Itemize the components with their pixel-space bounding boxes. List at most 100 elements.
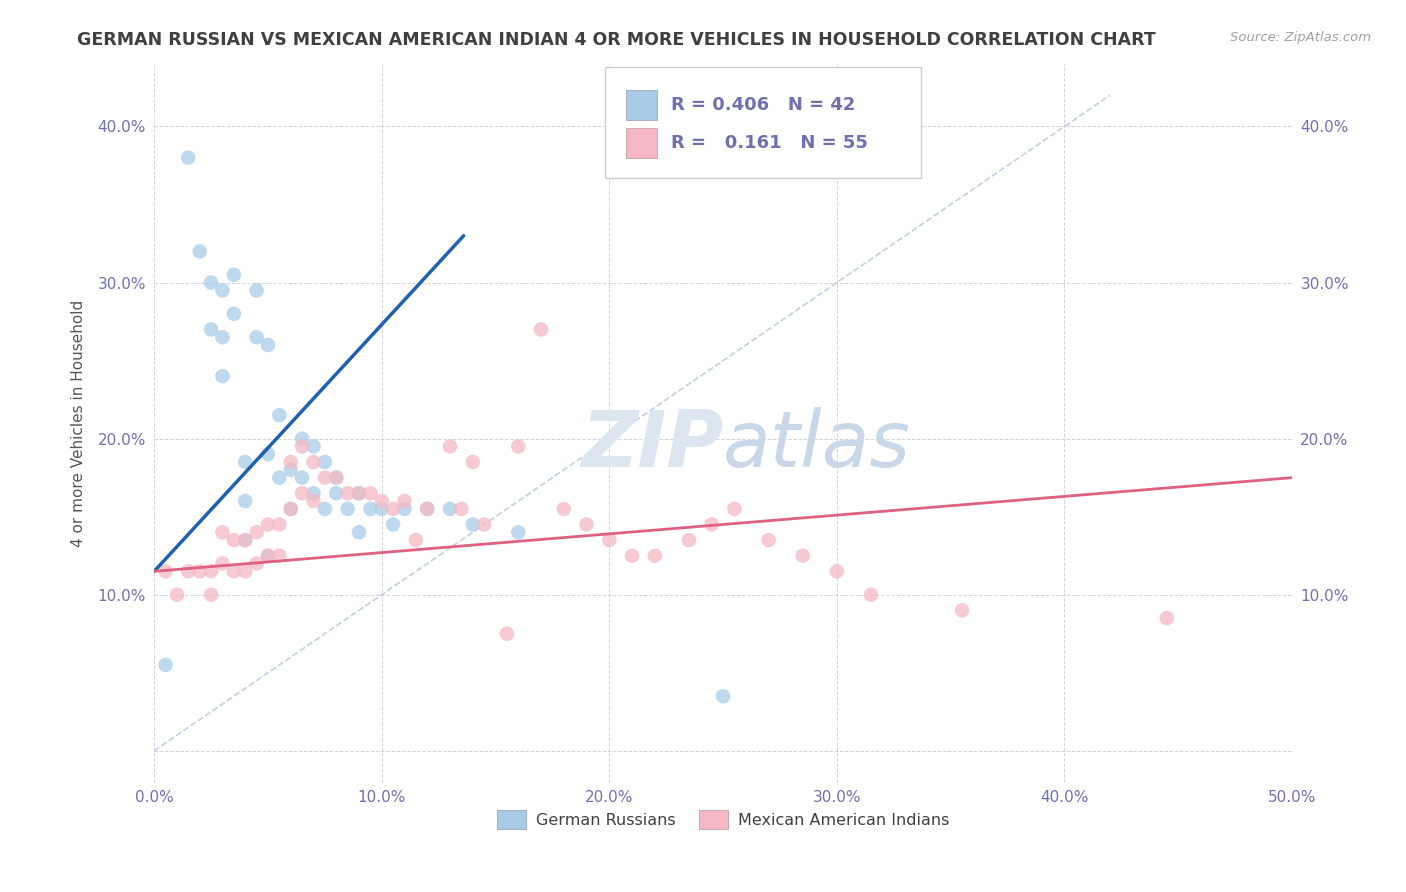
Point (336, 501, 359, 516)
Point (200, 564, 222, 578)
Point (257, 549, 280, 563)
Point (825, 564, 848, 578)
Point (155, 564, 177, 578)
Point (245, 284, 267, 298)
Point (359, 501, 381, 516)
Point (325, 470, 347, 484)
Point (245, 525, 267, 540)
Point (314, 470, 336, 484)
Point (336, 486, 359, 500)
Text: R = 0.406   N = 42: R = 0.406 N = 42 (671, 96, 855, 114)
Point (371, 501, 394, 516)
Point (211, 330, 233, 344)
Text: Source: ZipAtlas.com: Source: ZipAtlas.com (1230, 31, 1371, 45)
Point (302, 455, 325, 469)
Point (439, 439, 461, 453)
Point (575, 517, 598, 532)
Point (302, 439, 325, 453)
Point (394, 501, 416, 516)
Point (792, 549, 814, 563)
Point (291, 470, 314, 484)
Point (291, 486, 314, 500)
Point (211, 369, 233, 384)
Point (222, 268, 245, 282)
Point (859, 588, 882, 602)
Point (472, 517, 495, 532)
Point (222, 533, 245, 547)
Point (678, 533, 700, 547)
Point (347, 525, 370, 540)
Point (530, 322, 553, 336)
Point (280, 501, 302, 516)
Point (291, 432, 314, 446)
Point (222, 307, 245, 321)
Point (450, 501, 472, 516)
Point (155, 657, 177, 672)
Point (758, 533, 780, 547)
Point (314, 501, 336, 516)
Point (291, 439, 314, 453)
Point (188, 244, 211, 259)
Point (280, 501, 302, 516)
Point (245, 557, 267, 571)
Point (302, 486, 325, 500)
Legend: German Russians, Mexican American Indians: German Russians, Mexican American Indian… (491, 804, 955, 835)
Point (461, 455, 484, 469)
Point (211, 557, 233, 571)
Point (233, 455, 256, 469)
Point (347, 486, 370, 500)
Point (211, 525, 233, 540)
Point (416, 501, 439, 516)
Text: ZIP: ZIP (581, 407, 723, 483)
Point (188, 564, 211, 578)
Point (269, 470, 291, 484)
Point (461, 517, 484, 532)
Point (496, 626, 519, 640)
Text: atlas: atlas (723, 407, 911, 483)
Point (508, 525, 530, 540)
Point (394, 494, 416, 508)
Point (211, 284, 233, 298)
Point (553, 501, 575, 516)
Text: R =   0.161   N = 55: R = 0.161 N = 55 (671, 134, 868, 152)
Point (405, 533, 427, 547)
Point (644, 549, 666, 563)
Point (233, 564, 256, 578)
Point (598, 533, 620, 547)
Point (950, 603, 973, 617)
Point (382, 517, 405, 532)
Point (200, 322, 222, 336)
Point (233, 494, 256, 508)
Point (439, 501, 461, 516)
Point (280, 463, 302, 477)
Point (257, 447, 280, 461)
Point (269, 549, 291, 563)
Point (711, 689, 734, 703)
Point (200, 588, 222, 602)
Point (416, 501, 439, 516)
Point (359, 486, 381, 500)
Point (325, 470, 347, 484)
Point (371, 494, 394, 508)
Point (233, 533, 256, 547)
Point (233, 533, 256, 547)
Point (314, 455, 336, 469)
Text: GERMAN RUSSIAN VS MEXICAN AMERICAN INDIAN 4 OR MORE VEHICLES IN HOUSEHOLD CORREL: GERMAN RUSSIAN VS MEXICAN AMERICAN INDIA… (77, 31, 1156, 49)
Point (222, 564, 245, 578)
Point (621, 549, 644, 563)
Point (269, 517, 291, 532)
Point (700, 517, 723, 532)
Point (269, 409, 291, 423)
Point (257, 517, 280, 532)
Point (166, 588, 188, 602)
Point (200, 276, 222, 290)
Point (245, 330, 267, 344)
Point (382, 501, 405, 516)
Point (508, 439, 530, 453)
Point (1156, 611, 1178, 625)
Point (302, 494, 325, 508)
Point (177, 564, 200, 578)
Point (347, 486, 370, 500)
Point (177, 151, 200, 165)
Point (257, 338, 280, 352)
